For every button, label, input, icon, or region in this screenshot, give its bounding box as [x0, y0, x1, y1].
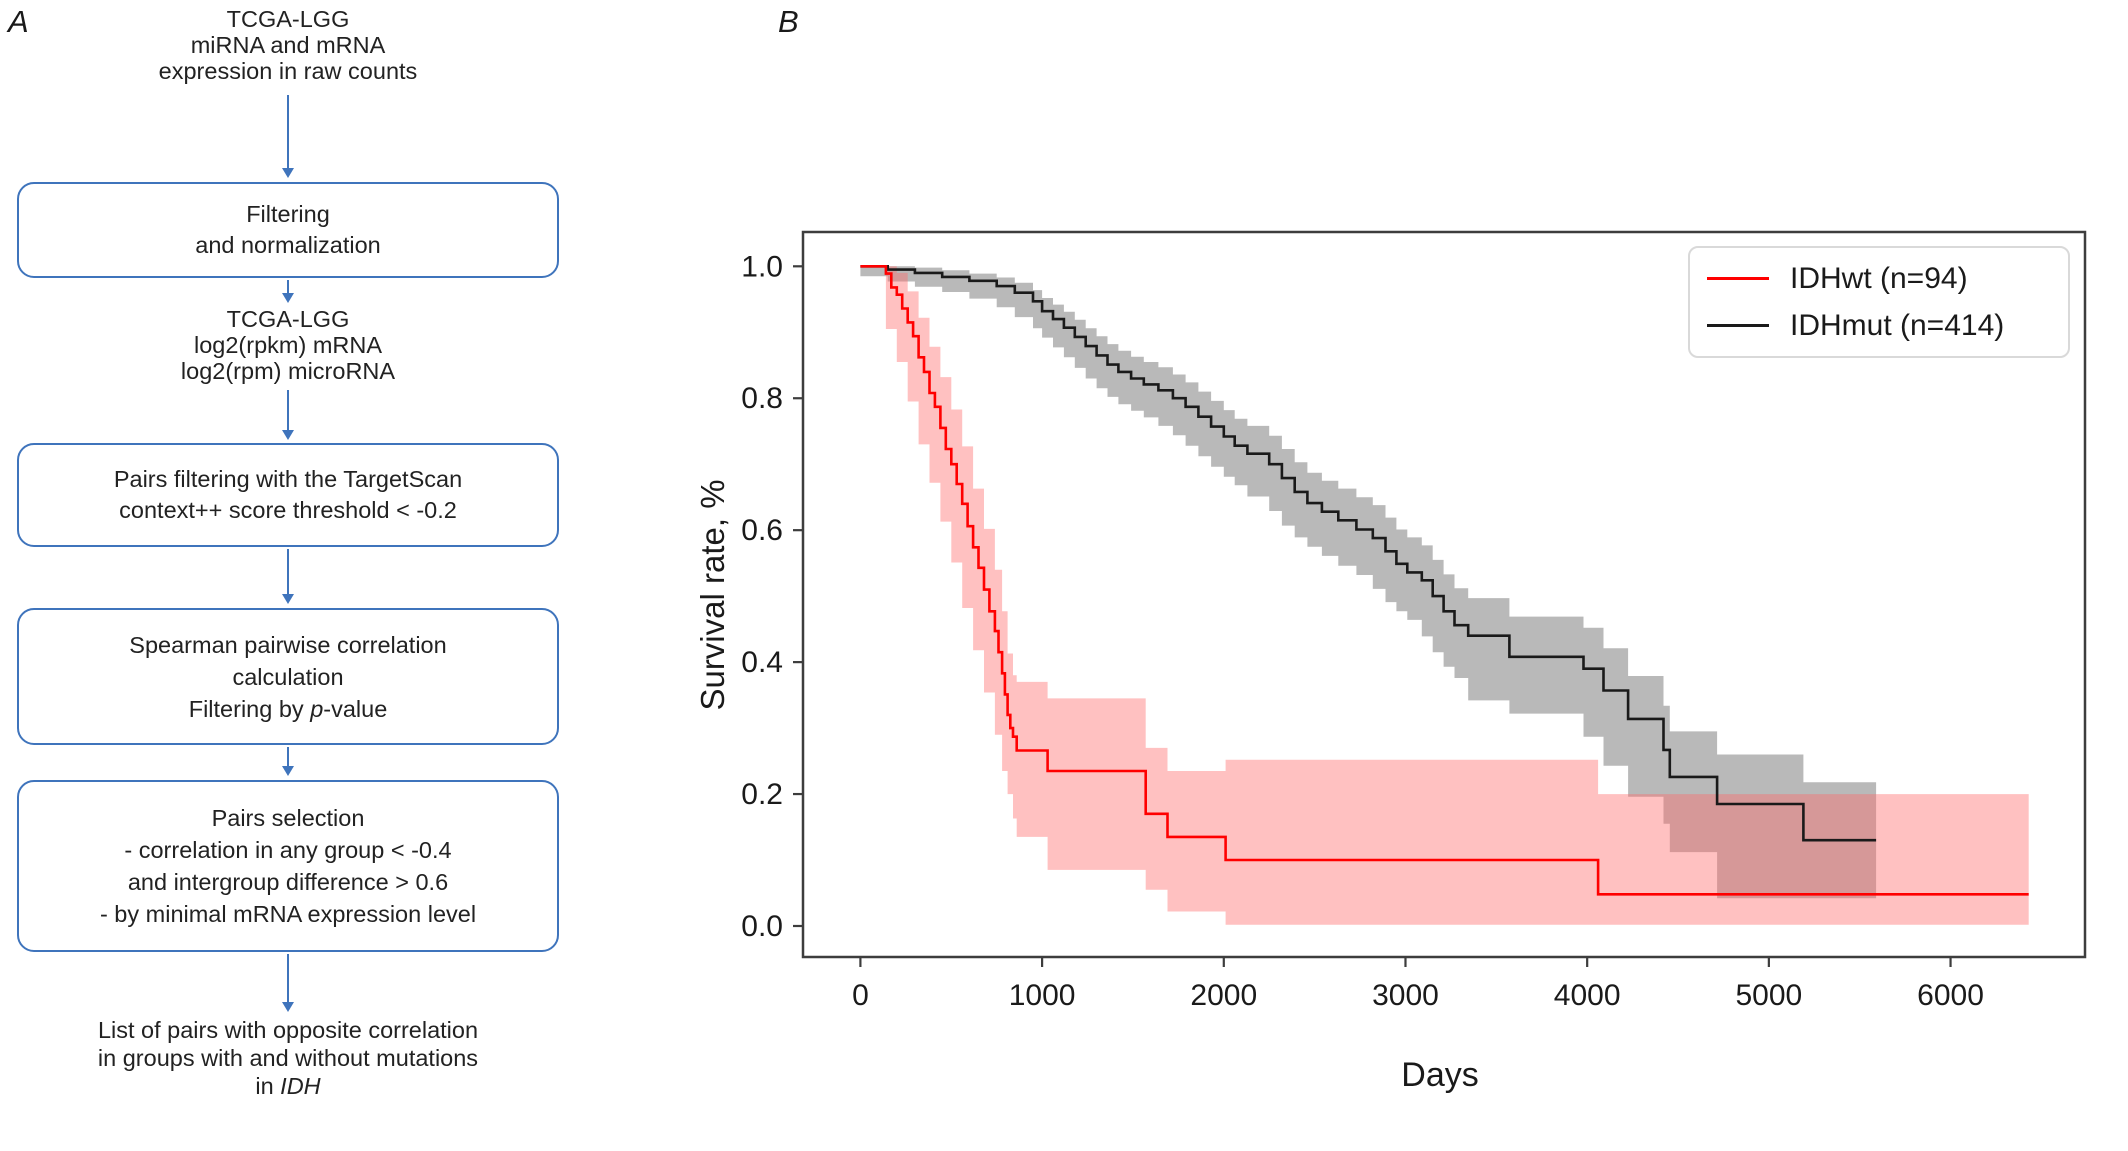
chart-legend: IDHwt (n=94) IDHmut (n=414)	[1688, 246, 2070, 358]
x-axis-tick-label: 0	[852, 979, 869, 1012]
x-axis-tick-label: 2000	[1190, 979, 1257, 1012]
flow-step-line: expression in raw counts	[158, 58, 418, 84]
flow-step-line: calculation	[232, 663, 344, 690]
flow-step-line: miRNA and mRNA	[190, 32, 386, 58]
flow-arrow-down-icon	[282, 549, 294, 604]
idhmut-line-sample	[1707, 324, 1769, 327]
y-axis-tick-label: 0.2	[741, 778, 783, 811]
flow-step-text: List of pairs with opposite correlation i…	[17, 1016, 559, 1100]
panel-a-label: A	[8, 4, 29, 39]
flow-arrow-down-icon	[282, 95, 294, 178]
y-axis-title: Survival rate, %	[694, 479, 731, 710]
idhmut-survival-curve	[860, 265, 1877, 842]
y-axis-tick-label: 0.0	[741, 910, 783, 943]
flow-arrow-down-icon	[282, 280, 294, 303]
flow-step-line: Spearman pairwise correlation	[129, 631, 447, 658]
flow-step-line: TCGA-LGG	[226, 306, 350, 332]
flow-step-text: TCGA-LGG miRNA and mRNA expression in raw …	[17, 6, 559, 84]
flow-step-line: log2(rpkm) mRNA	[193, 332, 383, 358]
flow-step-line: and normalization	[195, 232, 381, 258]
flow-step-line: - correlation in any group < -0.4	[124, 837, 452, 863]
flow-step-line: Pairs filtering with the TargetScan	[113, 466, 463, 492]
flow-step-box: Pairs filtering with the TargetScan conte…	[17, 443, 559, 547]
flow-step-line: in IDH	[255, 1073, 321, 1099]
flow-step-line: in groups with and without mutations	[97, 1045, 479, 1071]
flow-step-line: TCGA-LGG	[226, 6, 350, 32]
y-axis-tick-label: 0.6	[741, 514, 783, 547]
flow-step-line: Pairs selection	[211, 805, 365, 831]
flow-step-line: - by minimal mRNA expression level	[99, 901, 477, 927]
legend-item-idhwt: IDHwt (n=94)	[1690, 255, 2068, 302]
x-axis-tick-label: 4000	[1554, 979, 1621, 1012]
flow-step-line: context++ score threshold < -0.2	[119, 497, 457, 523]
x-axis-tick-label: 5000	[1735, 979, 1802, 1012]
flow-step-box: Filtering and normalization	[17, 182, 559, 278]
flow-arrow-down-icon	[282, 747, 294, 776]
flow-step-line: log2(rpm) microRNA	[180, 358, 396, 384]
x-axis-title: Days	[1401, 1056, 1478, 1094]
flow-step-box: Pairs selection - correlation in any grou…	[17, 780, 559, 952]
idhwt-survival-curve	[860, 265, 2029, 896]
idhmut-confidence-band	[860, 266, 1877, 899]
x-axis-tick-label: 1000	[1009, 979, 1076, 1012]
flow-step-line: and intergroup difference > 0.6	[127, 869, 449, 895]
flow-step-line: Filtering by p-value	[188, 695, 388, 722]
flow-arrow-down-icon	[282, 954, 294, 1012]
flow-step-line: List of pairs with opposite correlation	[97, 1017, 479, 1043]
flow-step-line: Filtering	[246, 201, 330, 227]
y-axis-tick-label: 1.0	[741, 250, 783, 283]
idhwt-line-sample	[1707, 277, 1769, 280]
plot-frame	[801, 230, 2087, 959]
legend-label-idhwt: IDHwt (n=94)	[1790, 261, 1968, 295]
legend-label-idhmut: IDHmut (n=414)	[1790, 308, 2005, 342]
idhwt-confidence-band	[885, 266, 2029, 925]
y-axis-tick-label: 0.4	[741, 646, 783, 679]
x-axis-tick-label: 6000	[1917, 979, 1984, 1012]
x-axis-tick-label: 3000	[1372, 979, 1439, 1012]
flow-step-text: TCGA-LGG log2(rpkm) mRNA log2(rpm) microRN…	[17, 306, 559, 384]
flow-step-box: Spearman pairwise correlation calculation…	[17, 608, 559, 745]
panel-b-label: B	[778, 4, 799, 39]
y-axis-tick-label: 0.8	[741, 382, 783, 415]
legend-item-idhmut: IDHmut (n=414)	[1690, 302, 2068, 349]
flow-arrow-down-icon	[282, 390, 294, 440]
